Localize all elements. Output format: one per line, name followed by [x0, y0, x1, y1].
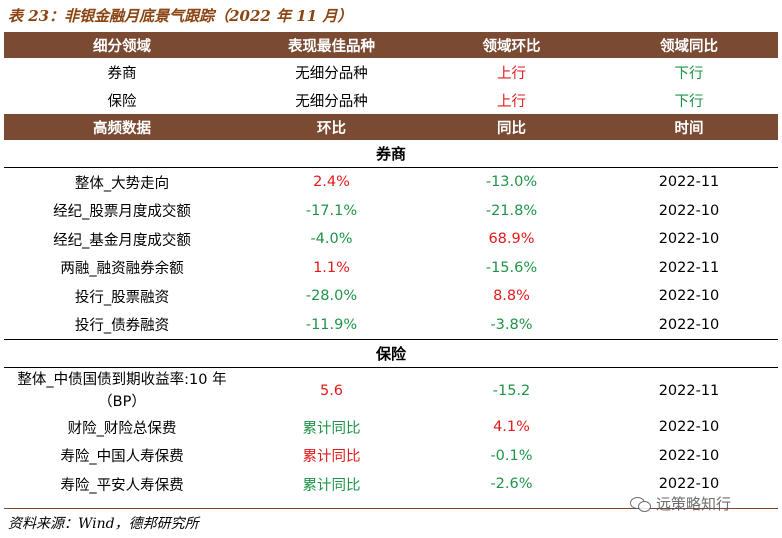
metric-yoy: -15.6% [485, 259, 538, 276]
table-bottom-rule [4, 508, 778, 509]
metric-time: 2022-10 [658, 476, 720, 493]
table-row: 经纪_股票月度成交额 -17.1% -21.8% 2022-10 [4, 197, 778, 226]
metric-time: 2022-11 [658, 174, 720, 191]
column-header: 细分领域 [4, 32, 240, 58]
section-title: 保险 [4, 339, 778, 368]
metric-name: 整体_中债国债到期收益率:10 年 （BP） [4, 368, 240, 414]
section-row: 保险 [4, 339, 778, 368]
domain-name: 保险 [107, 93, 137, 110]
metric-mom: -11.9% [240, 310, 423, 340]
sentiment-table: 细分领域 表现最佳品种 领域环比 领域同比 券商 无细分品种 上行 下行 保险 … [4, 32, 778, 499]
section-title: 券商 [4, 140, 778, 168]
best-variety: 无细分品种 [295, 93, 368, 110]
best-variety: 无细分品种 [295, 65, 368, 82]
metric-time: 2022-10 [658, 231, 720, 248]
table-title: 表 23：非银金融月底景气跟踪（2022 年 11 月） [8, 7, 353, 25]
metric-mom: 累计同比 [302, 449, 361, 466]
table-row: 投行_债券融资 -11.9% -3.8% 2022-10 [4, 310, 778, 340]
metric-mom: -17.1% [305, 202, 358, 219]
table-row: 券商 无细分品种 上行 下行 [4, 58, 778, 86]
table-row: 两融_融资融券余额 1.1% -15.6% 2022-11 [4, 254, 778, 283]
metric-yoy: 4.1% [493, 419, 530, 436]
metric-yoy: -15.2 [492, 382, 531, 399]
column-header: 同比 [423, 114, 600, 140]
metric-name: 整体_大势走向 [74, 175, 170, 192]
table-row: 经纪_基金月度成交额 -4.0% 68.9% 2022-10 [4, 225, 778, 254]
column-header: 时间 [600, 114, 778, 140]
metric-mom: 5.6 [319, 382, 344, 399]
watermark-text: 远策略知行 [656, 495, 732, 513]
table-header-row: 高频数据 环比 同比 时间 [4, 114, 778, 140]
domain-yoy: 下行 [674, 65, 704, 82]
metric-name: 投行_债券融资 [4, 310, 240, 340]
section-row: 券商 [4, 140, 778, 168]
table-row: 整体_大势走向 2.4% -13.0% 2022-11 [4, 168, 778, 197]
domain-mom: 上行 [497, 65, 526, 82]
metric-time: 2022-11 [658, 382, 720, 399]
table-row: 投行_股票融资 -28.0% 8.8% 2022-10 [4, 282, 778, 311]
metric-name: 寿险_平安人寿保费 [60, 477, 184, 494]
metric-name: 寿险_中国人寿保费 [60, 449, 184, 466]
metric-time: 2022-10 [658, 447, 720, 464]
metric-mom: 2.4% [313, 174, 350, 191]
metric-yoy: -13.0% [485, 174, 538, 191]
column-header: 环比 [240, 114, 423, 140]
metric-name-line1: 整体_中债国债到期收益率:10 年 [17, 371, 227, 388]
column-header: 领域同比 [600, 32, 778, 58]
metric-mom: 1.1% [313, 259, 350, 276]
column-header: 表现最佳品种 [240, 32, 423, 58]
metric-name: 经纪_股票月度成交额 [53, 204, 191, 221]
metric-name-line2: （BP） [98, 393, 146, 410]
metric-time: 2022-10 [658, 202, 720, 219]
source-note: 资料来源：Wind，德邦研究所 [8, 516, 199, 532]
metric-name: 投行_股票融资 [74, 289, 170, 306]
metric-mom: 累计同比 [302, 420, 361, 437]
table-row: 保险 无细分品种 上行 下行 [4, 86, 778, 114]
column-header: 高频数据 [4, 114, 240, 140]
table-row: 财险_财险总保费 累计同比 4.1% 2022-10 [4, 413, 778, 442]
metric-mom: 累计同比 [302, 477, 361, 494]
table-row: 整体_中债国债到期收益率:10 年 （BP） 5.6 -15.2 2022-11 [4, 368, 778, 414]
metric-yoy: -3.8% [423, 310, 600, 340]
metric-yoy: -21.8% [485, 202, 538, 219]
domain-mom: 上行 [497, 93, 526, 110]
metric-mom: -4.0% [310, 231, 353, 248]
table-row: 寿险_中国人寿保费 累计同比 -0.1% 2022-10 [4, 442, 778, 471]
metric-name: 两融_融资融券余额 [60, 261, 184, 278]
domain-yoy: 下行 [674, 93, 704, 110]
table-header-row: 细分领域 表现最佳品种 领域环比 领域同比 [4, 32, 778, 58]
metric-name: 财险_财险总保费 [67, 420, 177, 437]
metric-yoy: 68.9% [488, 231, 535, 248]
table-row: 寿险_平安人寿保费 累计同比 -2.6% 2022-10 [4, 470, 778, 499]
metric-yoy: 8.8% [493, 288, 530, 305]
metric-yoy: -2.6% [490, 476, 533, 493]
metric-time: 2022-10 [658, 288, 720, 305]
wechat-icon [630, 495, 652, 513]
metric-yoy: -0.1% [490, 447, 533, 464]
column-header: 领域环比 [423, 32, 600, 58]
metric-time: 2022-10 [658, 419, 720, 436]
metric-mom: -28.0% [305, 288, 358, 305]
domain-name: 券商 [107, 65, 137, 82]
metric-name: 经纪_基金月度成交额 [53, 232, 191, 249]
metric-time: 2022-10 [600, 310, 778, 340]
watermark: 远策略知行 [630, 493, 731, 514]
metric-time: 2022-11 [658, 259, 720, 276]
